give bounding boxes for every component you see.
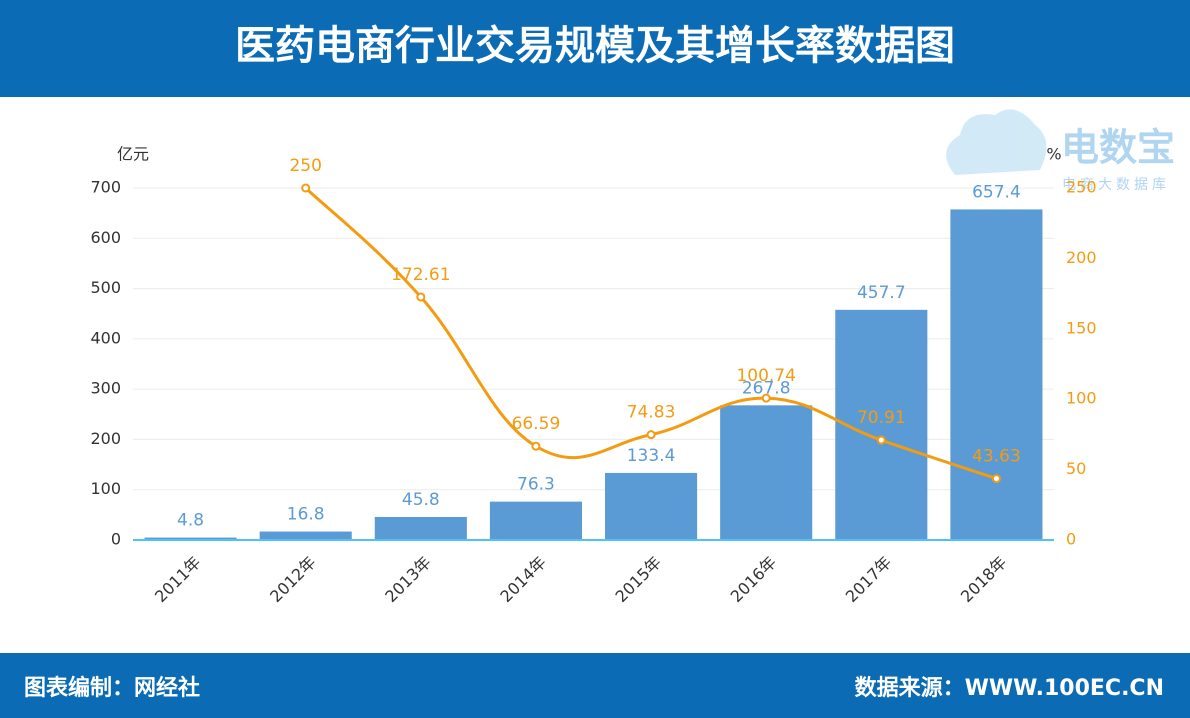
bar [835,309,928,540]
y-tick-label: 200 [90,429,121,448]
line-point [531,441,541,451]
x-tick-label: 2016年 [727,553,781,607]
y2-tick-label: 50 [1066,459,1086,478]
x-tick-label: 2014年 [496,553,550,607]
footer-credit: 图表编制：网经社 [24,675,200,701]
bar [720,405,813,540]
line-point [646,430,656,440]
line-point [876,435,886,445]
y-tick-label: 400 [90,328,121,347]
x-tick-label: 2015年 [612,553,666,607]
line-value-label: 43.63 [972,447,1021,467]
line-value-label: 250 [289,156,321,176]
bar-value-label: 657.4 [972,182,1021,202]
bar [950,209,1043,541]
footer-band [0,653,1190,718]
line-value-label: 66.59 [512,414,561,434]
line-point [301,183,311,193]
watermark-title: 电数宝 [1061,126,1175,170]
bar-value-label: 133.4 [627,446,676,466]
y-tick-label: 600 [90,228,121,247]
watermark-cloud [946,109,1047,175]
bar [489,501,582,540]
x-tick-label: 2012年 [266,553,320,607]
y2-tick-label: 250 [1066,178,1097,197]
y2-tick-label: 100 [1066,389,1097,408]
watermark-subtitle: 电商大数据库 [1062,177,1170,193]
y2-axis-title: % [1046,145,1061,164]
watermark: 电数宝 电商大数据库 [946,109,1175,193]
footer-source: 数据来源：WWW.100EC.CN [855,675,1164,701]
y-axis-title: 亿元 [117,145,149,164]
y2-tick-label: 200 [1066,248,1097,267]
bar-value-label: 76.3 [517,475,555,495]
y2-tick-label: 0 [1066,530,1076,549]
bar-value-label: 457.7 [857,283,906,303]
line-point [991,474,1001,484]
header-band [0,0,1190,97]
y-tick-label: 300 [90,379,121,398]
x-tick-label: 2013年 [381,553,435,607]
bar [144,537,237,540]
line-value-label: 100.74 [736,366,795,386]
y-tick-label: 500 [90,278,121,297]
y-tick-label: 700 [90,178,121,197]
y2-tick-label: 150 [1066,318,1097,337]
bar-value-label: 16.8 [287,505,325,525]
line-value-label: 74.83 [627,403,676,423]
y-tick-label: 0 [111,530,121,549]
x-tick-label: 2017年 [842,553,896,607]
chart-title: 医药电商行业交易规模及其增长率数据图 [235,23,955,69]
bar-value-label: 267.8 [742,378,791,398]
x-tick-label: 2011年 [151,553,205,607]
bar [259,531,352,540]
bar [605,472,698,540]
line-value-label: 70.91 [857,408,906,428]
line-value-label: 172.61 [391,265,450,285]
x-tick-label: 2018年 [957,553,1011,607]
bar-value-label: 4.8 [177,511,204,531]
bar-value-label: 45.8 [402,490,440,510]
y-tick-label: 100 [90,479,121,498]
line-point [416,292,426,302]
line-point [761,393,771,403]
bar [374,516,467,540]
